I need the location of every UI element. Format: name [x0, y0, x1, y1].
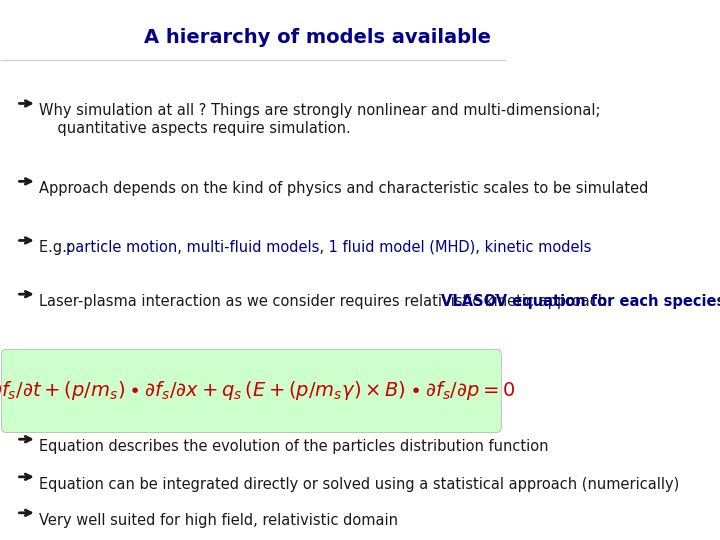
- Text: E.g.:: E.g.:: [40, 240, 77, 255]
- Text: $\partial f_s/\partial t + (p/m_s)\bullet\partial f_s/\partial x + q_s\,(E + (p/: $\partial f_s/\partial t + (p/m_s)\bulle…: [0, 380, 516, 402]
- Text: VLASOV equation for each species: VLASOV equation for each species: [441, 294, 720, 309]
- Text: Equation can be integrated directly or solved using a statistical approach (nume: Equation can be integrated directly or s…: [40, 477, 680, 492]
- Text: Very well suited for high field, relativistic domain: Very well suited for high field, relativ…: [40, 513, 398, 528]
- Text: Approach depends on the kind of physics and characteristic scales to be simulate: Approach depends on the kind of physics …: [40, 181, 649, 197]
- Text: Laser-plasma interaction as we consider requires relativistic kinetic approach:: Laser-plasma interaction as we consider …: [40, 294, 613, 327]
- Text: particle motion, multi-fluid models, 1 fluid model (MHD), kinetic models: particle motion, multi-fluid models, 1 f…: [66, 240, 591, 255]
- Text: A hierarchy of models available: A hierarchy of models available: [144, 28, 491, 48]
- FancyBboxPatch shape: [1, 349, 501, 433]
- Text: Equation describes the evolution of the particles distribution function: Equation describes the evolution of the …: [40, 439, 549, 454]
- Text: Why simulation at all ? Things are strongly nonlinear and multi-dimensional;
   : Why simulation at all ? Things are stron…: [40, 104, 600, 136]
